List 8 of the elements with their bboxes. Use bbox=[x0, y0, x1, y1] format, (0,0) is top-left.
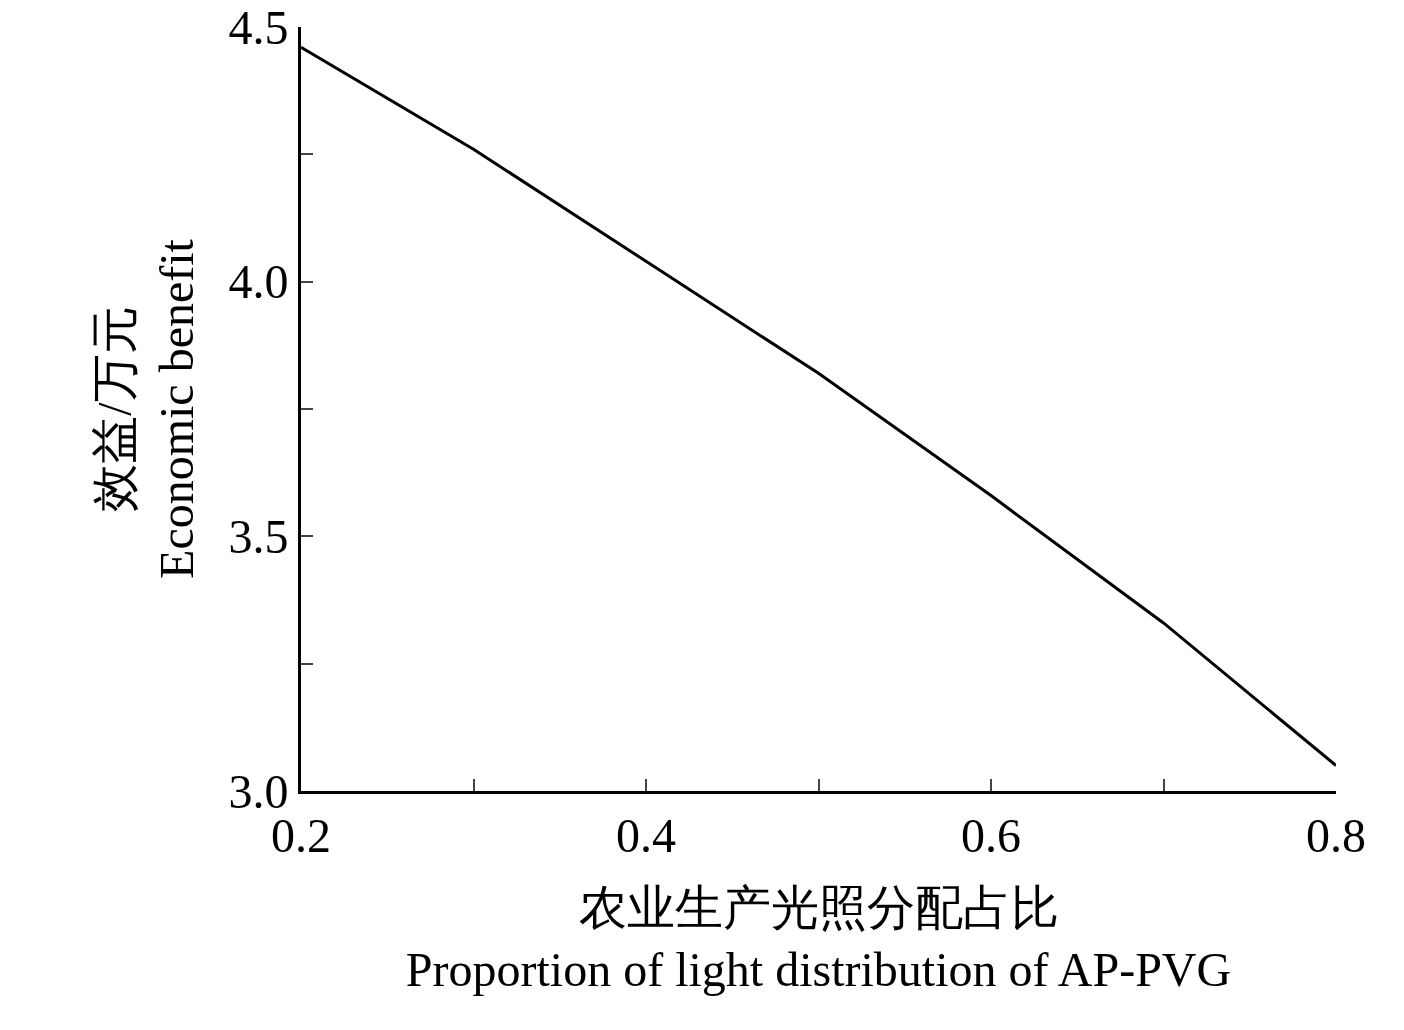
x-tick-label: 0.8 bbox=[1306, 808, 1366, 862]
x-tick-label: 0.6 bbox=[961, 808, 1021, 862]
x-axis-title: 农业生产光照分配占比 Proportion of light distribution of AP-PVG bbox=[405, 880, 1232, 997]
y-axis-title: 效益/万元 Economic benefit bbox=[87, 238, 204, 579]
x-tick-label: 0.4 bbox=[616, 808, 676, 862]
y-tick-label: 4.5 bbox=[228, 0, 289, 54]
y-tick-label: 3.5 bbox=[228, 510, 289, 564]
y-tick-label: 4.0 bbox=[228, 255, 289, 309]
